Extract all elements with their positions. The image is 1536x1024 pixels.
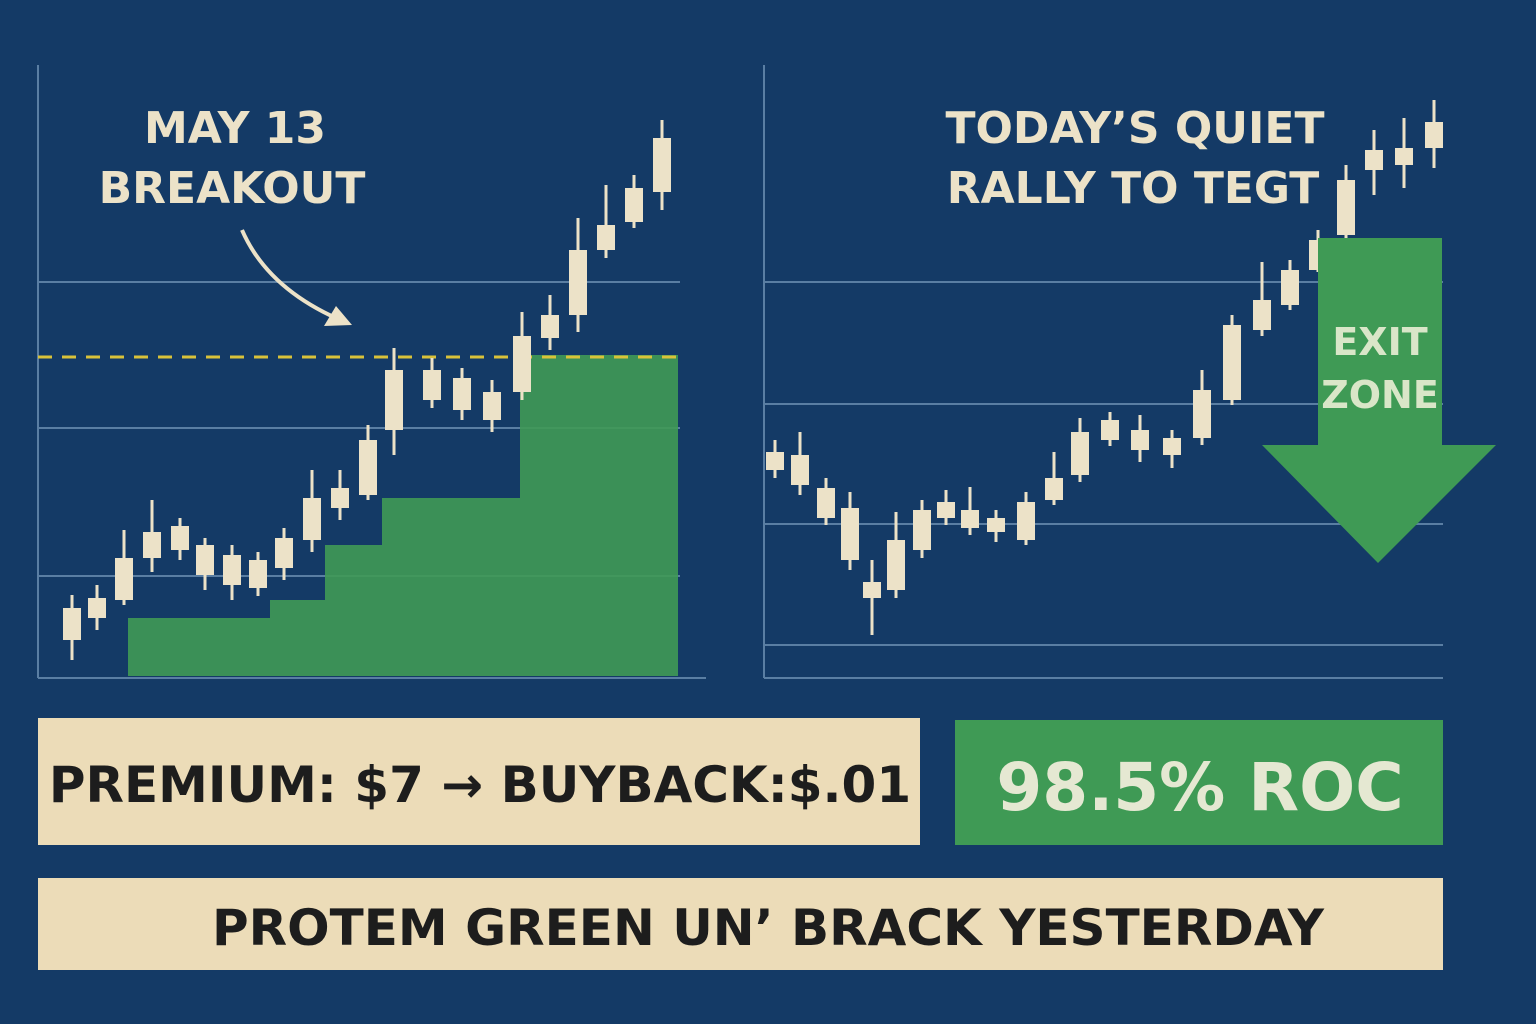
candle [115,558,133,600]
candle [143,532,161,558]
left-chart: MAY 13 BREAKOUT [37,65,706,679]
candle [223,555,241,585]
candle [597,225,615,250]
candle [453,378,471,410]
candle [1163,438,1181,455]
candle [331,488,349,508]
candle [653,138,671,192]
candle [887,540,905,590]
annotation: RALLY TO TEGT [947,163,1320,214]
candle [937,502,955,518]
candle [913,510,931,550]
candle [249,560,267,588]
footer-text: PROTEM GREEN UN’ BRACK YESTERDAY [212,899,1325,957]
candle [275,538,293,568]
candle [303,498,321,540]
candle [817,488,835,518]
candle [1017,502,1035,540]
candle [987,518,1005,532]
candle [1131,430,1149,450]
candle [1253,300,1271,330]
candle [1425,122,1443,148]
footer-box [38,878,1443,970]
candle [961,510,979,528]
exit-label: ZONE [1321,373,1439,417]
candle [1281,270,1299,305]
arrow-head [324,306,352,326]
roc-text: 98.5% ROC [996,749,1403,826]
exit-label: EXIT [1332,320,1427,364]
profit-zone [128,355,678,676]
annotation: MAY 13 [144,103,326,154]
candle [1101,420,1119,440]
right-chart: TODAY’S QUIET RALLY TO TEGT [763,65,1443,679]
candle [791,455,809,485]
premium-text: PREMIUM: $7 → BUYBACK:$.01 [49,756,911,814]
candle [385,370,403,430]
premium-box [38,718,920,845]
candle [1223,325,1241,400]
candle [1337,180,1355,235]
annotation: BREAKOUT [99,163,366,214]
candle [88,598,106,618]
candle [1395,148,1413,165]
candle [841,508,859,560]
candles [766,100,1443,635]
annotation: TODAY’S QUIET [946,103,1325,154]
candle [513,336,531,392]
arrow [240,229,346,324]
candle [359,440,377,495]
candle [1193,390,1211,438]
candle [63,608,81,640]
candle [1071,432,1089,475]
candle [483,392,501,420]
candle [1045,478,1063,500]
roc-box [955,720,1443,845]
candle [541,315,559,338]
candles [63,120,671,660]
candle [766,452,784,470]
candle [625,188,643,222]
candle [423,370,441,400]
candle [863,582,881,598]
exit-arrow: EXIT ZONE [1262,238,1496,563]
candle [569,250,587,315]
exit-arrow-shape [1262,238,1496,563]
candle [1365,150,1383,170]
candle [196,545,214,575]
candle [171,526,189,550]
